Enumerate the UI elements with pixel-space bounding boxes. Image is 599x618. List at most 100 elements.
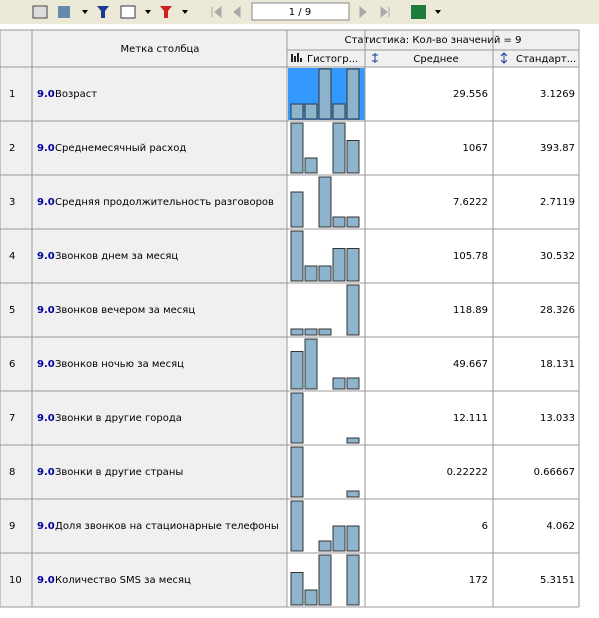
hist-icon (291, 53, 302, 62)
hist-bar (318, 540, 332, 552)
std: 30.532 (540, 251, 575, 262)
properties-icon[interactable] (32, 5, 48, 19)
mean: 172 (469, 575, 488, 586)
std: 18.131 (540, 359, 575, 370)
nav-back[interactable] (211, 5, 241, 19)
std: 0.66667 (534, 467, 575, 478)
std: 393.87 (540, 143, 575, 154)
nav-forward[interactable] (359, 5, 390, 19)
group-header: Статистика: Кол-во значений = 9 (345, 35, 522, 46)
label-bg (32, 121, 287, 175)
hist-bar (332, 103, 346, 120)
row-index: 2 (9, 143, 15, 154)
row-label: Среднемесячный расход (55, 143, 186, 154)
sort-icon[interactable] (160, 6, 172, 18)
level: 9.0 (37, 197, 55, 208)
hist-bar (290, 230, 304, 282)
page-indicator: 1 / 9 (289, 7, 311, 18)
hist-bar (346, 216, 360, 228)
label-bg (32, 67, 287, 121)
hist-bar (290, 500, 304, 552)
column-header: Гистогр... (307, 54, 358, 65)
hist-bar (290, 103, 304, 120)
level: 9.0 (37, 143, 55, 154)
row-index: 5 (9, 305, 15, 316)
hist-bar (346, 248, 360, 282)
hist-bar (290, 392, 304, 444)
hist-bar (290, 328, 304, 336)
hist-bar (318, 328, 332, 336)
std: 2.7119 (540, 197, 575, 208)
level: 9.0 (37, 359, 55, 370)
label-bg (32, 553, 287, 607)
hist-bar (318, 176, 332, 228)
hist-bar (346, 490, 360, 498)
row-label: Звонков ночью за месяц (55, 359, 184, 370)
dropdown[interactable] (82, 10, 88, 14)
mean: 0.22222 (447, 467, 488, 478)
mean: 12.111 (453, 413, 488, 424)
row-label: Доля звонков на стационарные телефоны (55, 521, 279, 532)
hist-bar (290, 122, 304, 174)
hist-bar (304, 589, 318, 606)
row-index: 9 (9, 521, 15, 532)
row-header-bg (0, 121, 32, 175)
label-bg (32, 391, 287, 445)
row-label: Звонки в другие страны (55, 467, 183, 478)
filter-icon[interactable] (97, 6, 109, 18)
row-index: 6 (9, 359, 15, 370)
page-box[interactable] (251, 2, 350, 21)
hist-bar (332, 525, 346, 552)
hist-bar (304, 338, 318, 390)
row-label: Звонков днем за месяц (55, 251, 178, 262)
level: 9.0 (37, 521, 55, 532)
row-header-bg (0, 499, 32, 553)
table-icon[interactable] (120, 5, 136, 19)
pivot-icon[interactable] (58, 6, 70, 18)
hist-bar (318, 68, 332, 120)
column-header: Метка столбца (121, 44, 200, 55)
level: 9.0 (37, 305, 55, 316)
row-index: 1 (9, 89, 15, 100)
std: 13.033 (540, 413, 575, 424)
header-bg (32, 30, 579, 67)
label-bg (32, 175, 287, 229)
hist-bar (304, 103, 318, 120)
excel-icon[interactable] (411, 5, 426, 19)
mean: 7.6222 (453, 197, 488, 208)
mean: 49.667 (453, 359, 488, 370)
mean: 105.78 (453, 251, 488, 262)
corner-cell (0, 30, 32, 67)
label-bg (32, 499, 287, 553)
row-index: 7 (9, 413, 15, 424)
hist-bar (332, 216, 346, 228)
hist-bar (318, 554, 332, 606)
std: 4.062 (546, 521, 575, 532)
mean: 6 (482, 521, 488, 532)
std: 5.3151 (540, 575, 575, 586)
row-header-bg (0, 175, 32, 229)
hist-bar (290, 446, 304, 498)
hist-bar (346, 68, 360, 120)
level: 9.0 (37, 575, 55, 586)
label-bg (32, 445, 287, 499)
dropdown[interactable] (145, 10, 151, 14)
dropdown[interactable] (182, 10, 188, 14)
row-label: Возраст (55, 89, 97, 100)
dropdown[interactable] (435, 10, 441, 14)
row-header-bg (0, 67, 32, 121)
hist-bar (290, 191, 304, 228)
hist-bar (332, 122, 346, 174)
hist-bar (346, 437, 360, 444)
row-header-bg (0, 553, 32, 607)
label-bg (32, 283, 287, 337)
hist-bar (290, 572, 304, 606)
hist-bar (332, 377, 346, 390)
level: 9.0 (37, 413, 55, 424)
hist-bar (318, 265, 332, 282)
column-header: Среднее (413, 54, 458, 65)
row-header-bg (0, 229, 32, 283)
row-index: 8 (9, 467, 15, 478)
